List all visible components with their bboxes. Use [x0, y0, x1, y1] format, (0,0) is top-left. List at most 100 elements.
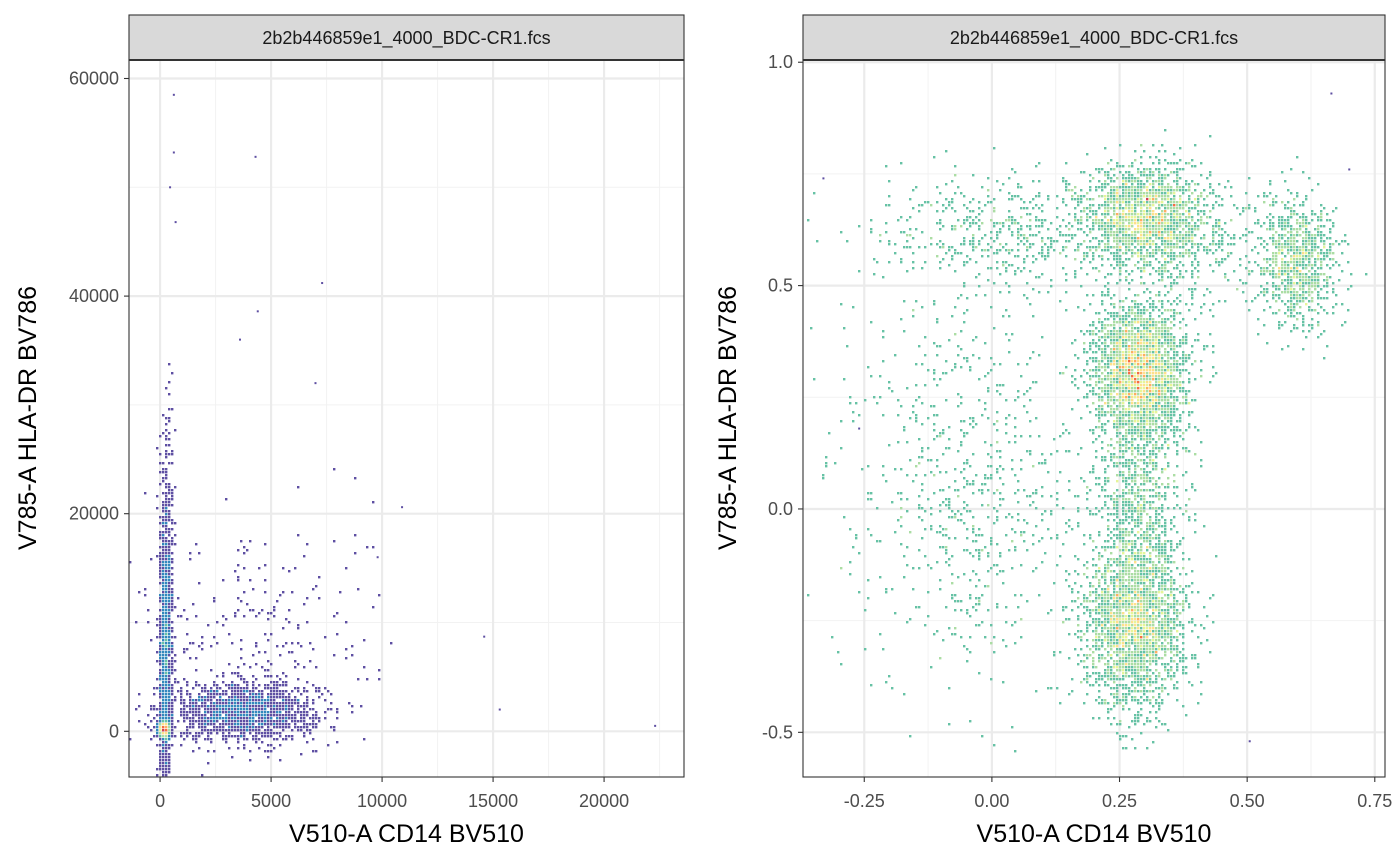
density-bin: [1116, 525, 1119, 528]
panel-1-points: [129, 93, 657, 777]
density-bin: [1101, 264, 1104, 267]
density-bin: [1134, 615, 1137, 618]
density-bin: [1101, 555, 1104, 558]
density-bin: [1101, 654, 1104, 657]
density-bin: [1185, 657, 1188, 660]
density-bin: [1164, 561, 1167, 564]
density-bin: [1155, 213, 1158, 216]
density-bin: [1143, 330, 1146, 333]
density-bin: [1122, 324, 1125, 327]
density-bin: [1134, 603, 1137, 606]
density-bin: [1128, 348, 1131, 351]
density-bin: [240, 690, 243, 693]
density-bin: [165, 612, 168, 615]
density-bin: [1125, 252, 1128, 255]
density-bin: [1173, 204, 1176, 207]
density-bin: [276, 720, 279, 723]
density-bin: [1173, 600, 1176, 603]
density-bin: [1140, 342, 1143, 345]
density-bin: [345, 567, 348, 570]
density-bin: [1101, 645, 1104, 648]
density-bin: [1173, 432, 1176, 435]
density-bin: [159, 708, 162, 711]
density-bin: [240, 714, 243, 717]
density-bin: [1173, 645, 1176, 648]
density-bin: [1116, 561, 1119, 564]
density-bin: [1143, 567, 1146, 570]
density-bin: [1116, 231, 1119, 234]
density-bin: [165, 765, 168, 768]
density-bin: [159, 531, 162, 534]
density-bin: [1155, 564, 1158, 567]
density-bin: [1134, 420, 1137, 423]
density-bin: [1164, 627, 1167, 630]
density-bin: [249, 705, 252, 708]
density-bin: [1146, 639, 1149, 642]
density-bin: [1113, 363, 1116, 366]
density-bin: [1134, 555, 1137, 558]
density-bin: [285, 735, 288, 738]
density-bin: [1095, 450, 1098, 453]
density-bin: [1164, 549, 1167, 552]
density-bin: [1158, 693, 1161, 696]
density-bin: [1137, 654, 1140, 657]
density-bin: [1173, 201, 1176, 204]
density-bin: [1152, 609, 1155, 612]
density-bin: [1140, 366, 1143, 369]
density-bin: [162, 639, 165, 642]
density-bin: [1155, 486, 1158, 489]
density-bin: [147, 726, 150, 729]
density-bin: [1128, 693, 1131, 696]
density-bin: [1152, 402, 1155, 405]
density-bin: [1122, 216, 1125, 219]
density-bin: [1122, 693, 1125, 696]
density-bin: [1116, 372, 1119, 375]
density-bin: [1173, 441, 1176, 444]
density-bin: [195, 543, 198, 546]
density-bin: [1092, 549, 1095, 552]
density-bin: [216, 684, 219, 687]
density-bin: [318, 576, 321, 579]
density-bin: [1104, 618, 1107, 621]
density-bin: [1125, 423, 1128, 426]
density-bin: [333, 729, 336, 732]
density-bin: [1092, 324, 1095, 327]
density-bin: [1113, 600, 1116, 603]
density-bin: [1113, 348, 1116, 351]
density-bin: [174, 654, 177, 657]
density-bin: [1152, 573, 1155, 576]
density-bin: [1110, 393, 1113, 396]
density-bin: [201, 690, 204, 693]
density-bin: [219, 711, 222, 714]
density-bin: [1065, 618, 1068, 621]
density-bin: [1158, 159, 1161, 162]
density-bin: [1170, 420, 1173, 423]
density-bin: [1143, 291, 1146, 294]
density-bin: [1188, 426, 1191, 429]
density-bin: [171, 543, 174, 546]
density-bin: [159, 735, 162, 738]
density-bin: [1158, 321, 1161, 324]
density-bin: [1104, 327, 1107, 330]
density-bin: [1176, 588, 1179, 591]
density-bin: [1137, 459, 1140, 462]
density-bin: [1104, 501, 1107, 504]
density-bin: [162, 621, 165, 624]
density-bin: [1083, 207, 1086, 210]
density-bin: [1158, 309, 1161, 312]
density-bin: [1173, 315, 1176, 318]
density-bin: [1128, 585, 1131, 588]
density-bin: [1137, 474, 1140, 477]
density-bin: [1083, 564, 1086, 567]
density-bin: [1146, 531, 1149, 534]
density-bin: [1113, 717, 1116, 720]
density-bin: [1152, 144, 1155, 147]
density-bin: [168, 504, 171, 507]
density-bin: [324, 717, 327, 720]
density-bin: [264, 723, 267, 726]
density-bin: [282, 591, 285, 594]
density-bin: [228, 708, 231, 711]
density-bin: [159, 693, 162, 696]
density-bin: [159, 672, 162, 675]
density-bin: [1110, 570, 1113, 573]
